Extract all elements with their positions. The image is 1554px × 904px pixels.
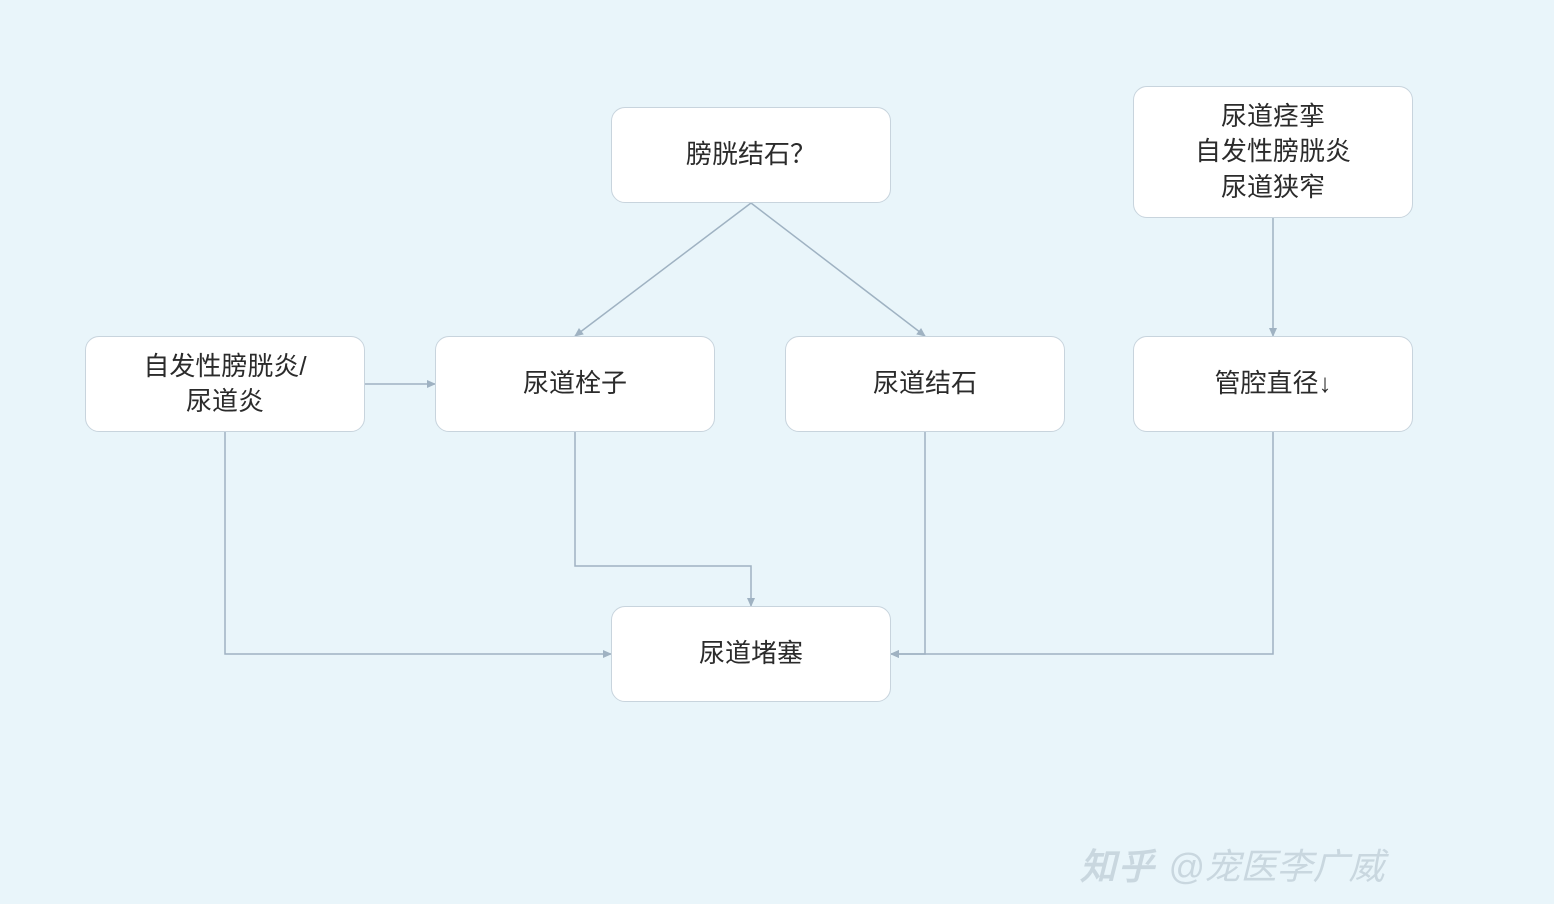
node-n_bladder_stone: 膀胱结石？ <box>611 107 891 203</box>
node-n_cystitis: 自发性膀胱炎/ 尿道炎 <box>85 336 365 432</box>
flowchart-canvas: 膀胱结石？ 尿道痉挛 自发性膀胱炎 尿道狭窄自发性膀胱炎/ 尿道炎尿道栓子尿道结石… <box>0 0 1554 904</box>
watermark: 知乎 @宠医李广威 <box>1080 838 1385 890</box>
zhihu-logo-icon: 知乎 <box>1080 838 1156 890</box>
node-n_plug: 尿道栓子 <box>435 336 715 432</box>
node-n_ureth_stone: 尿道结石 <box>785 336 1065 432</box>
watermark-author: @宠医李广威 <box>1168 838 1385 890</box>
node-n_spasm_group: 尿道痉挛 自发性膀胱炎 尿道狭窄 <box>1133 86 1413 218</box>
node-n_lumen: 管腔直径↓ <box>1133 336 1413 432</box>
node-n_obstruction: 尿道堵塞 <box>611 606 891 702</box>
